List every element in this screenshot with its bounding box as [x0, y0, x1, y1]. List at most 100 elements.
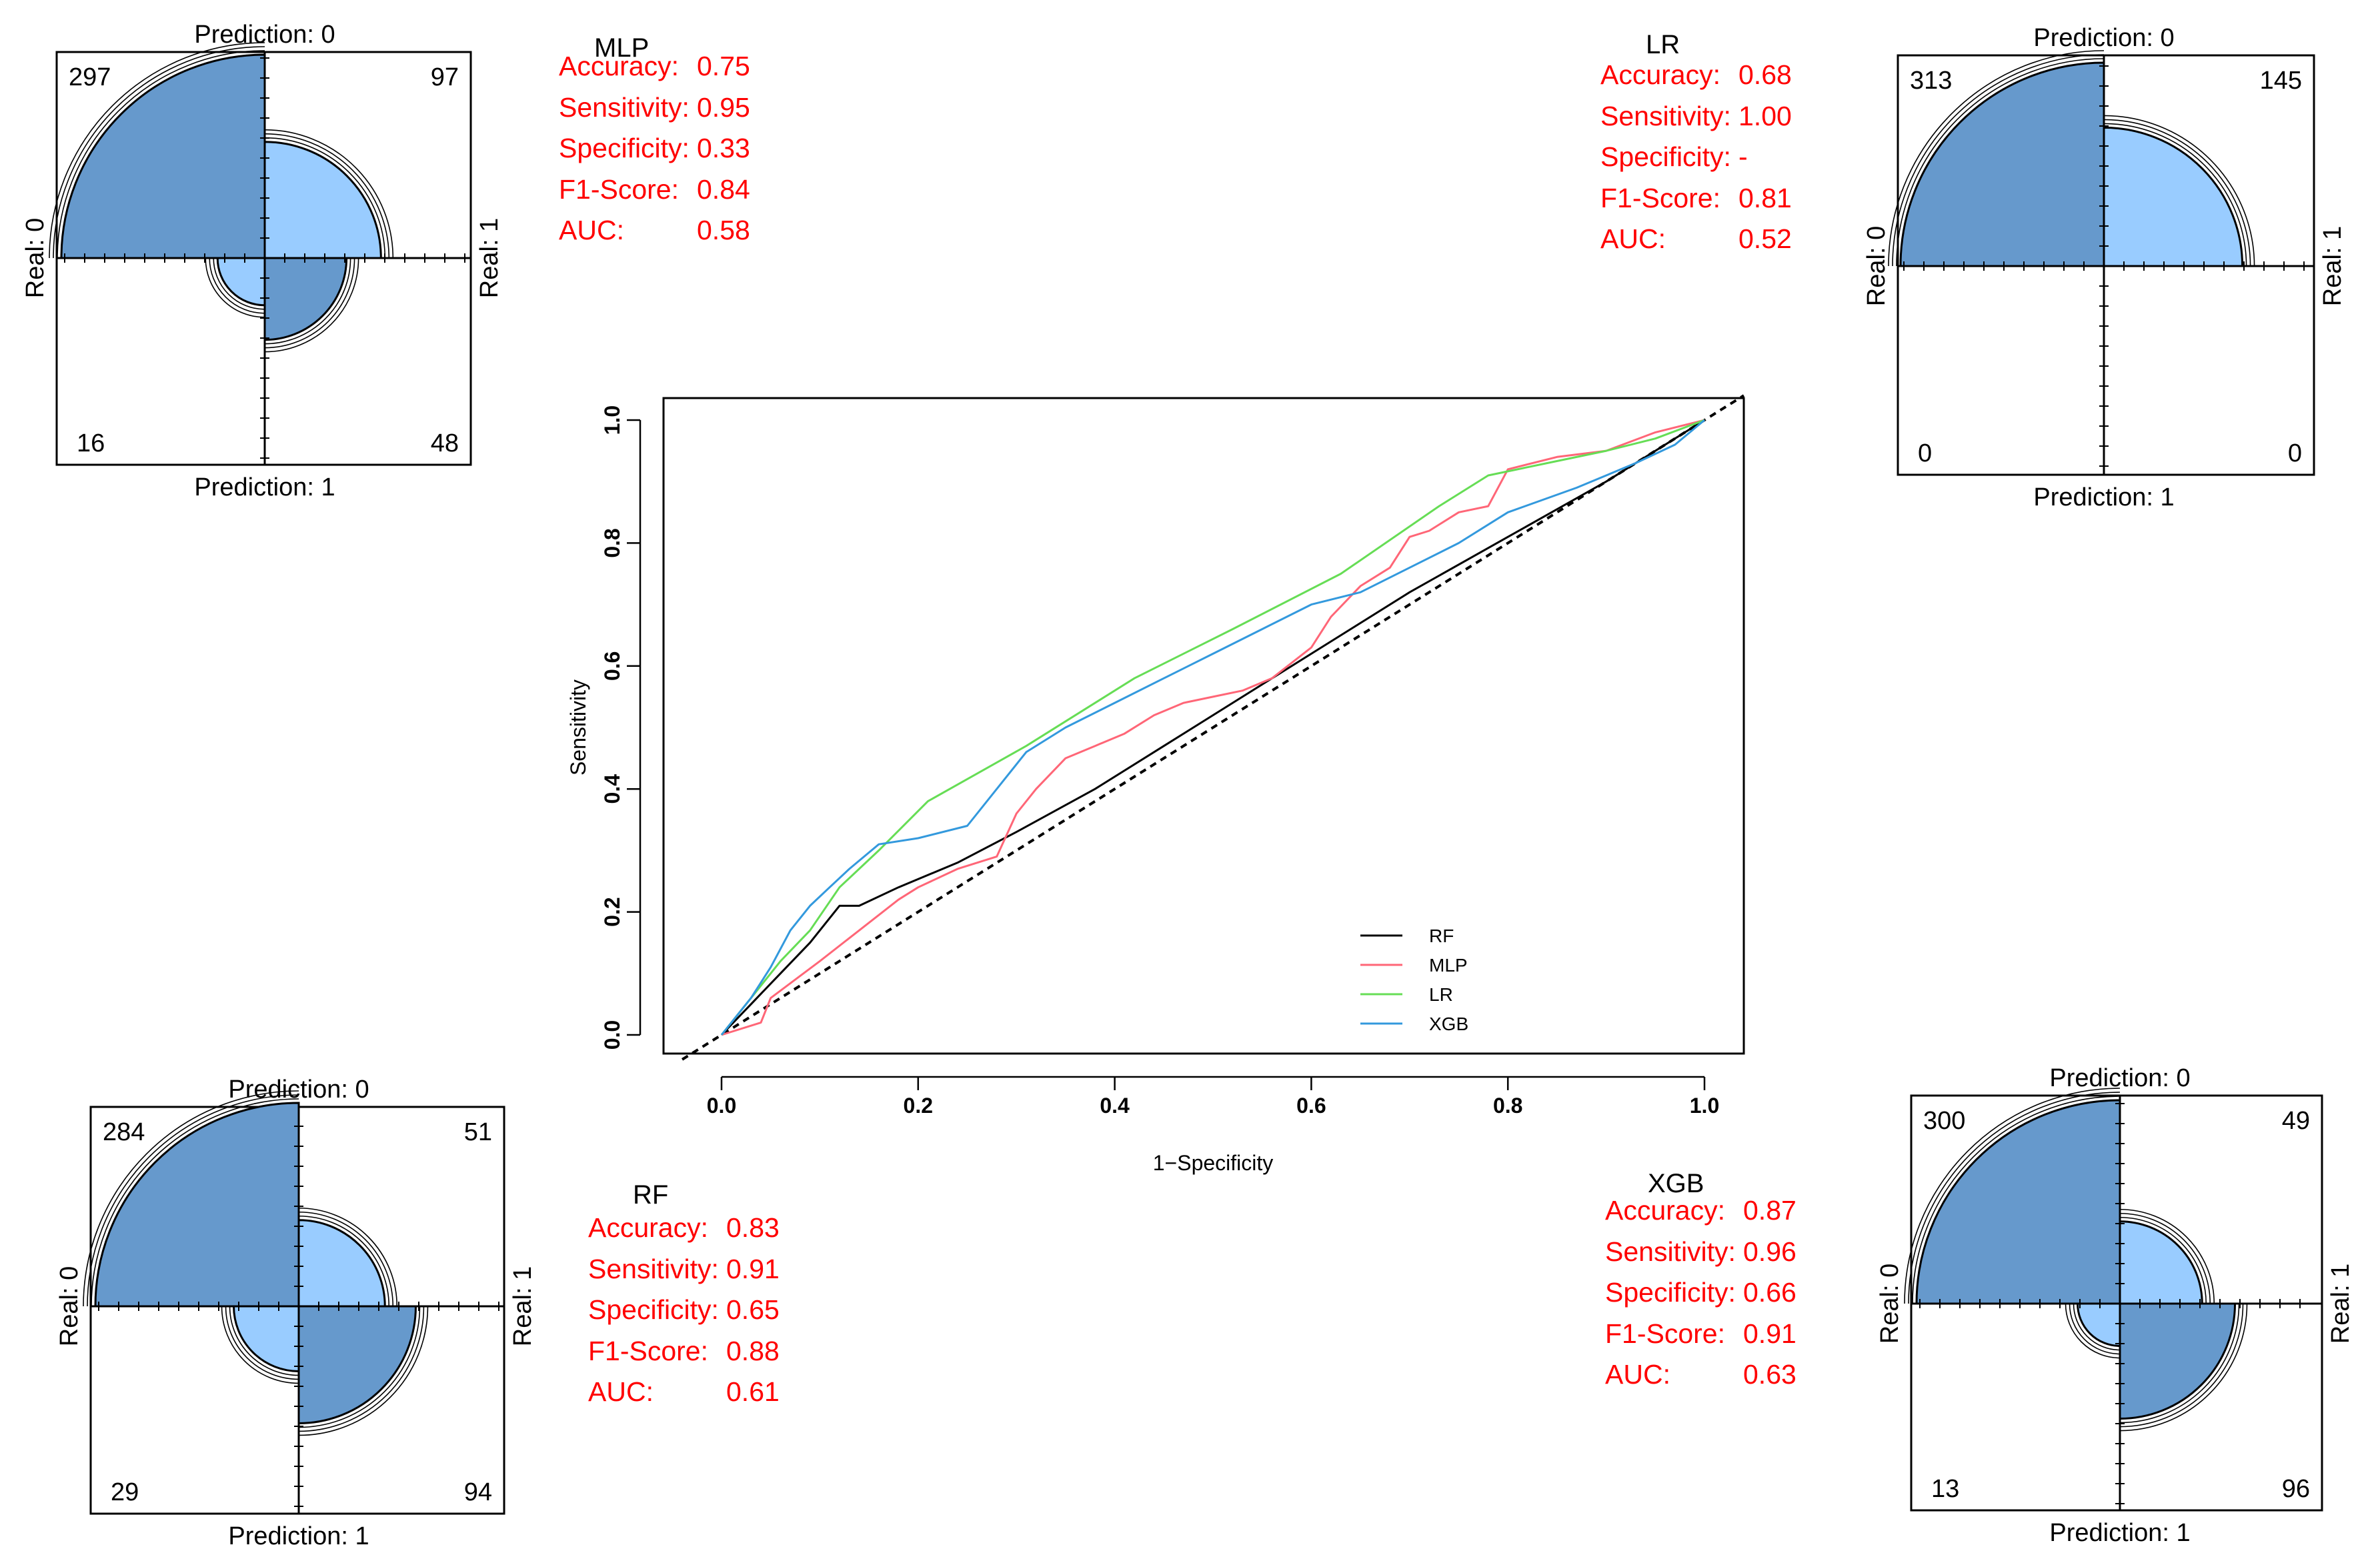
label-real-0: Real: 0 — [1863, 226, 1891, 306]
count-top-right: 51 — [464, 1118, 492, 1146]
metric-value-auc: 0.58 — [697, 215, 750, 245]
metric-label-specificity: Specificity: — [1605, 1277, 1736, 1308]
x-tick-label: 0.2 — [904, 1094, 933, 1118]
confidence-ring — [298, 1211, 394, 1307]
series-line-rf — [720, 419, 1705, 1036]
confidence-ring — [229, 1306, 299, 1376]
metric-label-accuracy: Accuracy: — [559, 51, 679, 81]
wedge-br — [2119, 1302, 2237, 1420]
metric-label-auc: AUC: — [1605, 1359, 1670, 1390]
confidence-ring — [87, 1094, 299, 1307]
wedge-tl — [60, 53, 266, 259]
label-real-1: Real: 1 — [2319, 226, 2347, 306]
x-tick-label: 0.8 — [1493, 1094, 1522, 1118]
y-tick-label: 0.2 — [600, 897, 624, 926]
confidence-ring — [53, 46, 265, 259]
label-prediction-1: Prediction: 1 — [2033, 483, 2174, 511]
wedge-tl — [94, 1102, 300, 1308]
confidence-ring — [2119, 1212, 2211, 1304]
model-title: LR — [1646, 30, 1680, 59]
y-axis-title: Sensitivity — [566, 679, 590, 775]
metric-value-specificity: 0.33 — [697, 133, 750, 163]
count-top-left: 313 — [1910, 67, 1952, 95]
plot-frame — [662, 397, 1745, 1055]
metric-value-auc: 0.52 — [1738, 223, 1792, 254]
metric-label-f1: F1-Score: — [1605, 1318, 1725, 1349]
confidence-ring — [2073, 1303, 2121, 1351]
label-prediction-0: Prediction: 0 — [2033, 24, 2174, 52]
count-bottom-right: 96 — [2282, 1475, 2310, 1503]
label-real-1: Real: 1 — [475, 218, 503, 298]
confidence-ring — [2119, 1216, 2207, 1304]
y-tick-label: 1.0 — [600, 405, 624, 435]
metric-label-accuracy: Accuracy: — [1605, 1195, 1725, 1226]
confidence-ring — [298, 1207, 398, 1307]
wedge-tr — [263, 141, 382, 259]
wedge-bl — [233, 1305, 300, 1372]
count-bottom-left: 0 — [1918, 439, 1932, 467]
count-bottom-right: 94 — [464, 1478, 492, 1506]
confidence-ring — [1892, 54, 2105, 267]
metric-value-sensitivity: 0.95 — [697, 91, 750, 123]
confidence-ring — [264, 133, 390, 259]
confidence-ring — [83, 1090, 299, 1307]
confidence-ring — [2119, 1303, 2248, 1432]
label-real-0: Real: 0 — [21, 218, 49, 298]
confidence-ring — [1912, 1096, 2121, 1304]
confidence-ring — [209, 257, 265, 314]
metric-label-sensitivity: Sensitivity: — [1605, 1236, 1736, 1267]
confidence-ring — [298, 1215, 390, 1307]
confidence-ring — [2103, 115, 2255, 267]
metric-value-sensitivity: 1.00 — [1738, 100, 1792, 131]
confidence-ring — [264, 137, 386, 259]
metric-value-accuracy: 0.83 — [726, 1212, 780, 1243]
metric-value-sensitivity: 0.91 — [726, 1253, 780, 1284]
fourfold-plot-xgb: 300 49 13 96 Prediction: 0 Prediction: 1 Real:… — [1876, 1064, 2355, 1547]
label-real-1: Real: 1 — [509, 1266, 537, 1346]
wedge-tl — [1899, 61, 2105, 267]
legend-label-xgb: XGB — [1429, 1014, 1468, 1034]
label-real-0: Real: 0 — [55, 1266, 83, 1346]
confidence-ring — [298, 1306, 429, 1436]
metric-value-accuracy: 0.87 — [1743, 1195, 1797, 1226]
label-real-1: Real: 1 — [2327, 1264, 2355, 1344]
confidence-ring — [2119, 1303, 2240, 1424]
confidence-ring — [298, 1306, 421, 1428]
metric-label-f1: F1-Score: — [559, 173, 679, 205]
label-real-0: Real: 0 — [1876, 1264, 1904, 1344]
label-prediction-1: Prediction: 1 — [2049, 1519, 2190, 1547]
label-prediction-1: Prediction: 1 — [194, 473, 335, 501]
metric-label-accuracy: Accuracy: — [1600, 59, 1720, 90]
y-tick-label: 0.6 — [600, 651, 624, 681]
label-prediction-0: Prediction: 0 — [194, 21, 335, 49]
confidence-ring — [298, 1306, 425, 1432]
metric-label-auc: AUC: — [588, 1376, 654, 1407]
count-top-right: 49 — [2282, 1107, 2310, 1135]
metric-label-auc: AUC: — [1600, 223, 1666, 254]
confidence-ring — [2103, 119, 2251, 267]
label-prediction-0: Prediction: 0 — [2049, 1064, 2190, 1092]
confidence-ring — [1904, 1088, 2121, 1304]
model-title: XGB — [1648, 1169, 1704, 1198]
count-top-left: 300 — [1923, 1107, 1965, 1135]
x-tick-label: 1.0 — [1690, 1094, 1719, 1118]
metric-value-f1: 0.88 — [726, 1335, 780, 1366]
metric-value-f1: 0.81 — [1738, 182, 1792, 213]
metric-value-f1: 0.84 — [697, 173, 750, 205]
confidence-ring — [213, 257, 265, 310]
legend-label-rf: RF — [1429, 926, 1454, 946]
series-line-mlp — [721, 419, 1705, 1036]
confidence-ring — [264, 257, 355, 349]
confidence-ring — [264, 257, 359, 353]
y-tick-label: 0.0 — [600, 1020, 624, 1050]
fourfold-plot-rf: 284 51 29 94 Prediction: 0 Prediction: 1 Real:… — [55, 1076, 537, 1550]
legend-label-lr: LR — [1429, 984, 1453, 1005]
model-title: RF — [633, 1180, 669, 1210]
fourfold-plot-mlp: 297 97 16 48 Prediction: 0 Prediction: 1 Real:… — [21, 21, 503, 501]
metric-value-auc: 0.63 — [1743, 1359, 1797, 1390]
series-line-lr — [720, 419, 1705, 1036]
count-bottom-right: 48 — [431, 429, 459, 457]
metric-value-auc: 0.61 — [726, 1376, 780, 1407]
count-top-left: 297 — [69, 63, 111, 91]
